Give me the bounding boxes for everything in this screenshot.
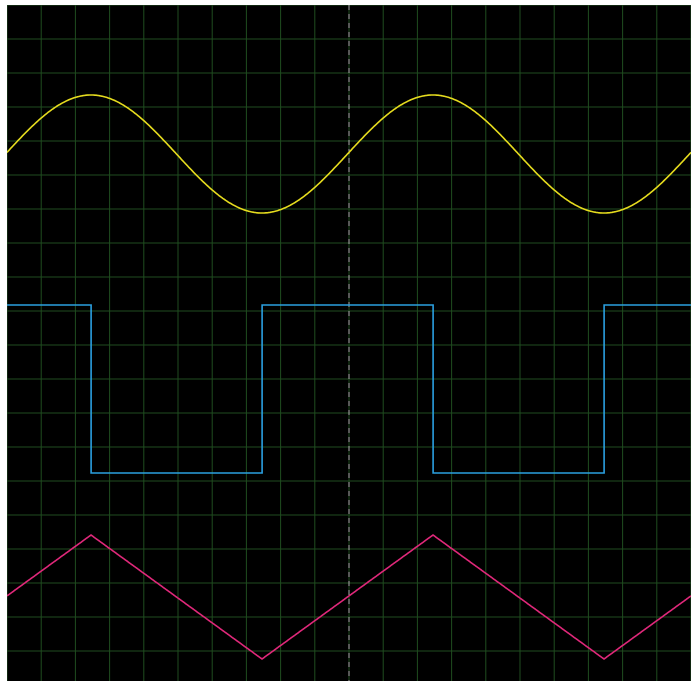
waveform-plot — [7, 5, 691, 681]
oscilloscope-screen — [7, 5, 691, 681]
series-group — [7, 94, 691, 660]
square-wave-series — [7, 304, 691, 474]
triangle-wave-series — [7, 534, 691, 660]
sine-wave-series — [7, 94, 691, 214]
